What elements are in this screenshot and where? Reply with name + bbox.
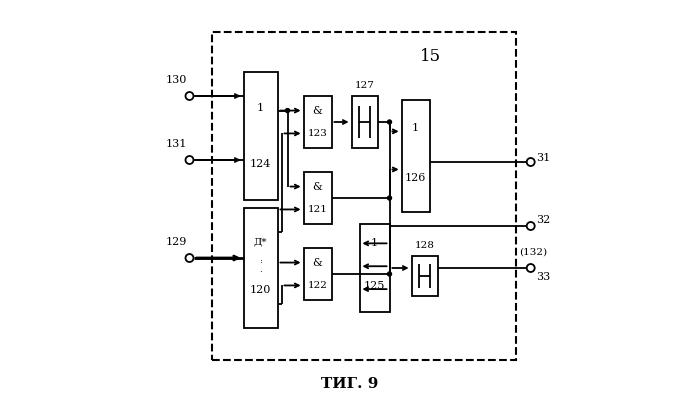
Text: &: & (312, 182, 322, 192)
Text: &: & (312, 106, 322, 116)
Text: 131: 131 (166, 139, 187, 149)
Text: ΤИГ. 9: ΤИГ. 9 (321, 377, 378, 391)
Bar (303, 248, 331, 300)
Circle shape (185, 156, 194, 164)
Text: 121: 121 (308, 205, 327, 214)
Bar (303, 172, 331, 224)
Bar (243, 72, 278, 200)
Text: :
.: : . (259, 257, 262, 274)
Text: 1: 1 (371, 238, 378, 248)
Bar (243, 208, 278, 328)
Circle shape (527, 264, 535, 272)
Text: 15: 15 (420, 48, 441, 64)
Circle shape (527, 222, 535, 230)
Circle shape (285, 108, 289, 112)
Text: 32: 32 (536, 215, 551, 225)
Text: 1: 1 (412, 123, 419, 133)
Text: 123: 123 (308, 129, 327, 138)
Text: &: & (312, 258, 322, 268)
Text: 130: 130 (166, 75, 187, 85)
Bar (212, 32, 515, 360)
Text: 125: 125 (363, 281, 385, 290)
Text: 120: 120 (250, 285, 271, 294)
Bar (352, 96, 377, 148)
Text: 124: 124 (250, 159, 271, 169)
Bar (412, 256, 438, 296)
Text: 1: 1 (257, 103, 264, 113)
Text: 126: 126 (405, 174, 426, 183)
Circle shape (387, 196, 391, 200)
Circle shape (185, 254, 194, 262)
Text: 33: 33 (536, 272, 551, 282)
Circle shape (527, 158, 535, 166)
Text: 127: 127 (354, 82, 375, 90)
Text: 129: 129 (166, 237, 187, 247)
Text: (132): (132) (519, 248, 547, 256)
Bar (303, 96, 331, 148)
Circle shape (387, 272, 391, 276)
Bar (359, 224, 389, 312)
Text: Д*: Д* (254, 237, 267, 246)
Text: 128: 128 (415, 242, 435, 250)
Circle shape (387, 120, 391, 124)
Text: 31: 31 (536, 153, 551, 163)
Text: 122: 122 (308, 281, 327, 290)
Bar (401, 100, 429, 212)
Circle shape (185, 92, 194, 100)
